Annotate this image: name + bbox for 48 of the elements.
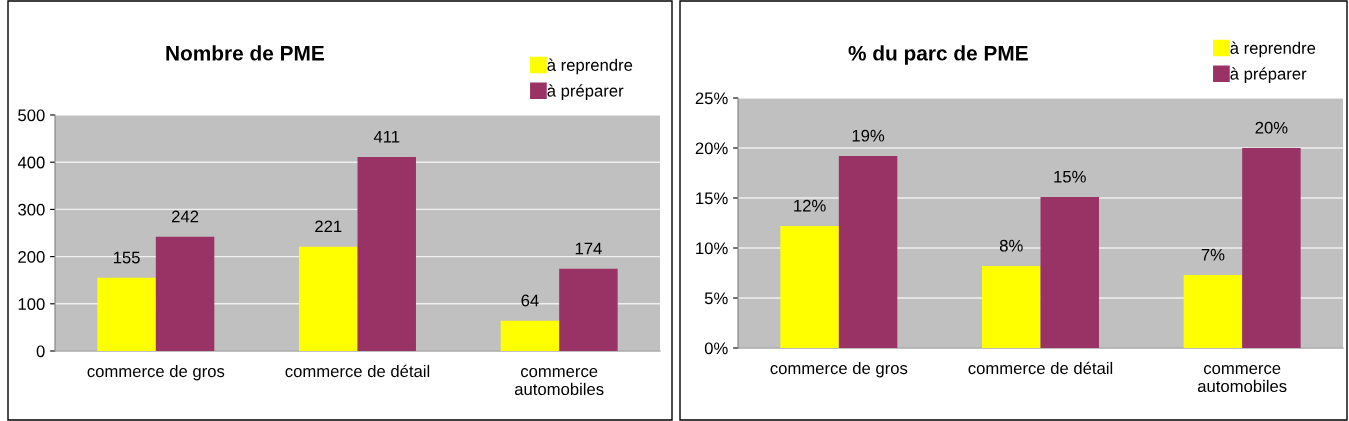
y-tick-label: 10% <box>696 242 728 255</box>
bar <box>838 156 898 348</box>
data-label: 19% <box>852 129 885 142</box>
bar <box>780 226 839 348</box>
x-tick-label: commerce automobiles <box>514 368 604 396</box>
chart-title: Nombre de PME <box>166 45 324 61</box>
legend-label: à reprendre <box>547 58 633 75</box>
data-label: 174 <box>575 242 602 255</box>
legend-label: à préparer <box>547 84 624 100</box>
y-tick-label: 0 <box>36 345 45 358</box>
chart-title: % du parc de PME <box>848 45 1028 65</box>
data-label: 221 <box>315 220 342 233</box>
x-tick-label: commerce automobiles <box>1197 365 1287 393</box>
y-tick-label: 400 <box>17 156 45 169</box>
data-label: 7% <box>1201 248 1225 261</box>
data-label: 242 <box>172 210 199 223</box>
bar <box>299 246 358 351</box>
bar <box>1040 197 1099 348</box>
y-tick-label: 25% <box>695 92 728 105</box>
y-tick-label: 0% <box>704 342 728 355</box>
bar <box>982 266 1041 348</box>
x-tick-label: commerce de gros <box>87 364 225 381</box>
y-tick-label: 100 <box>18 298 45 310</box>
y-tick-label: 500 <box>18 109 45 122</box>
data-label: 12% <box>794 199 826 212</box>
bar <box>559 268 618 351</box>
y-tick-label: 15% <box>696 192 728 205</box>
data-label: 8% <box>999 239 1023 252</box>
data-label: 15% <box>1054 170 1086 183</box>
y-tick-label: 200 <box>18 251 45 263</box>
bar <box>1183 275 1243 348</box>
legend-label: à reprendre <box>1230 41 1316 58</box>
x-tick-label: commerce de détail <box>968 361 1113 375</box>
y-tick-label: 5% <box>704 292 728 305</box>
data-label: 20% <box>1255 121 1288 134</box>
data-label: 64 <box>521 294 539 307</box>
y-tick-label: 300 <box>18 203 45 216</box>
bar <box>155 236 215 351</box>
data-label: 155 <box>113 251 140 264</box>
x-tick-label: commerce de gros <box>770 361 908 378</box>
bar <box>357 157 416 351</box>
y-tick-label: 20% <box>695 142 728 155</box>
data-label: 411 <box>373 130 400 143</box>
x-tick-label: commerce de détail <box>285 364 430 378</box>
bar <box>1242 148 1301 348</box>
bar <box>97 277 156 351</box>
legend-label: à préparer <box>1230 67 1307 83</box>
bar <box>500 320 560 351</box>
